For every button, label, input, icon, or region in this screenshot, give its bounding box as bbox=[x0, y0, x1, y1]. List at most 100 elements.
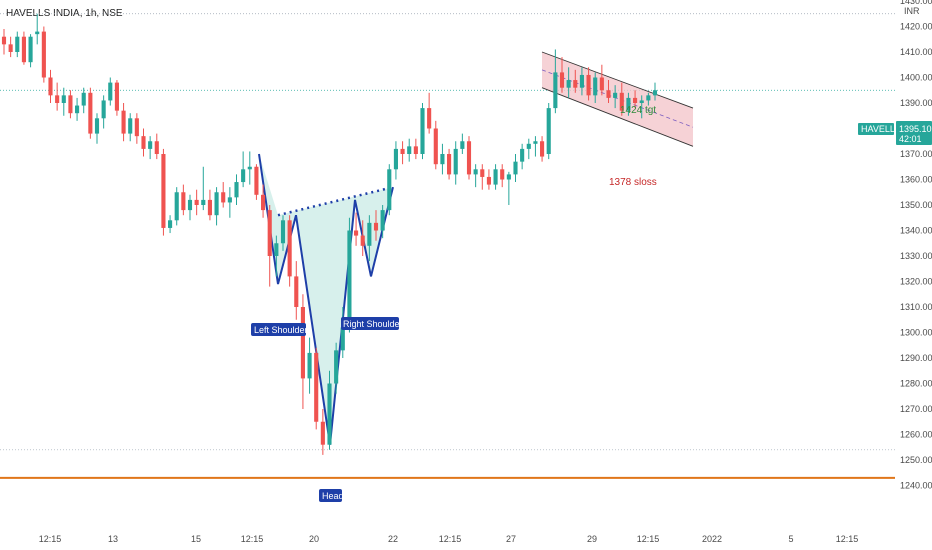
candle-body bbox=[128, 118, 133, 134]
candle-body bbox=[267, 210, 272, 256]
candle-body bbox=[307, 352, 312, 379]
candle-body bbox=[393, 148, 398, 170]
candle bbox=[247, 151, 252, 185]
candle bbox=[593, 72, 598, 103]
candle bbox=[194, 189, 199, 216]
candle-body bbox=[148, 141, 153, 149]
candle-body bbox=[134, 118, 139, 137]
candle-body bbox=[360, 235, 365, 246]
channel-area bbox=[542, 52, 693, 147]
candle-body bbox=[207, 199, 212, 216]
candle bbox=[340, 307, 345, 358]
candle bbox=[646, 92, 651, 106]
x-tick-label: 12:15 bbox=[637, 534, 660, 544]
candle-body bbox=[261, 194, 266, 211]
candle bbox=[121, 103, 126, 142]
candle-body bbox=[652, 90, 658, 96]
y-tick-label: 1260.00 bbox=[900, 430, 932, 440]
x-tick-label: 29 bbox=[587, 534, 597, 544]
candle bbox=[493, 164, 498, 190]
candle-body bbox=[254, 166, 259, 195]
candle bbox=[294, 261, 299, 320]
y-tick-label: 1300.00 bbox=[900, 328, 932, 338]
candle bbox=[207, 189, 212, 221]
candle bbox=[108, 77, 113, 106]
candle-body bbox=[347, 230, 352, 328]
x-tick-label: 12:15 bbox=[241, 534, 264, 544]
candle bbox=[400, 141, 405, 165]
candle bbox=[347, 217, 352, 333]
candle-body bbox=[114, 82, 119, 111]
candle-body bbox=[559, 72, 565, 88]
candle-body bbox=[187, 199, 193, 211]
candle bbox=[433, 120, 438, 170]
candle-body bbox=[15, 36, 20, 52]
candle bbox=[354, 212, 359, 246]
candle bbox=[154, 133, 159, 160]
left-shoulder-label: Left Shoulder bbox=[254, 325, 308, 335]
candle-body bbox=[639, 100, 644, 103]
candle bbox=[55, 82, 60, 111]
candle bbox=[307, 337, 312, 394]
candle bbox=[599, 64, 604, 96]
candle bbox=[579, 67, 584, 96]
y-tick-label: 1310.00 bbox=[900, 302, 932, 312]
candle bbox=[227, 187, 232, 218]
candle-body bbox=[8, 44, 13, 52]
candle bbox=[413, 138, 418, 160]
candle bbox=[68, 90, 73, 119]
candle-body bbox=[540, 141, 545, 157]
candle bbox=[540, 136, 545, 162]
candle bbox=[1, 29, 7, 55]
candle bbox=[148, 136, 153, 160]
x-tick-label: 20 bbox=[309, 534, 319, 544]
candle-body bbox=[340, 327, 345, 351]
candle-body bbox=[493, 169, 498, 185]
candle-body bbox=[55, 95, 60, 103]
candle bbox=[280, 215, 286, 251]
y-tick-label: 1250.00 bbox=[900, 455, 932, 465]
candle-body bbox=[573, 80, 578, 88]
candle-body bbox=[500, 169, 505, 180]
candle bbox=[440, 143, 445, 175]
candle bbox=[28, 34, 33, 68]
candle-body bbox=[21, 36, 26, 63]
candle bbox=[553, 49, 558, 114]
candle bbox=[473, 164, 478, 188]
candle-body bbox=[506, 174, 511, 180]
candle-body bbox=[154, 141, 159, 154]
candle-body bbox=[327, 383, 332, 445]
y-tick-label: 1320.00 bbox=[900, 277, 932, 287]
candle bbox=[466, 136, 472, 180]
candle bbox=[174, 187, 179, 226]
candle bbox=[407, 138, 412, 162]
candle-body bbox=[613, 92, 618, 98]
y-tick-label: 1390.00 bbox=[900, 98, 932, 108]
pattern-area bbox=[259, 154, 393, 445]
candle-body bbox=[88, 92, 93, 134]
candle bbox=[633, 90, 638, 109]
candle-body bbox=[287, 220, 292, 277]
candle bbox=[513, 154, 518, 183]
candle-body bbox=[241, 169, 246, 183]
candle bbox=[526, 138, 531, 160]
candle-body bbox=[234, 182, 239, 198]
candle-body bbox=[274, 243, 279, 256]
currency-label: INR bbox=[904, 6, 920, 16]
candle-body bbox=[194, 199, 199, 205]
candle-body bbox=[300, 307, 305, 379]
candle bbox=[652, 82, 658, 101]
head-label-bg bbox=[319, 489, 342, 502]
candle-body bbox=[433, 128, 438, 165]
head-label: Head bbox=[322, 491, 344, 501]
candle-body bbox=[440, 154, 445, 165]
last-price-badge: HAVELLS 1395.10 42:01 bbox=[858, 121, 932, 145]
channel-lower-line bbox=[541, 87, 694, 147]
candle bbox=[101, 95, 106, 129]
candle-body bbox=[1, 36, 7, 45]
candle bbox=[261, 184, 266, 218]
candle bbox=[35, 13, 40, 45]
candle bbox=[21, 31, 26, 65]
candle-body bbox=[427, 108, 432, 129]
